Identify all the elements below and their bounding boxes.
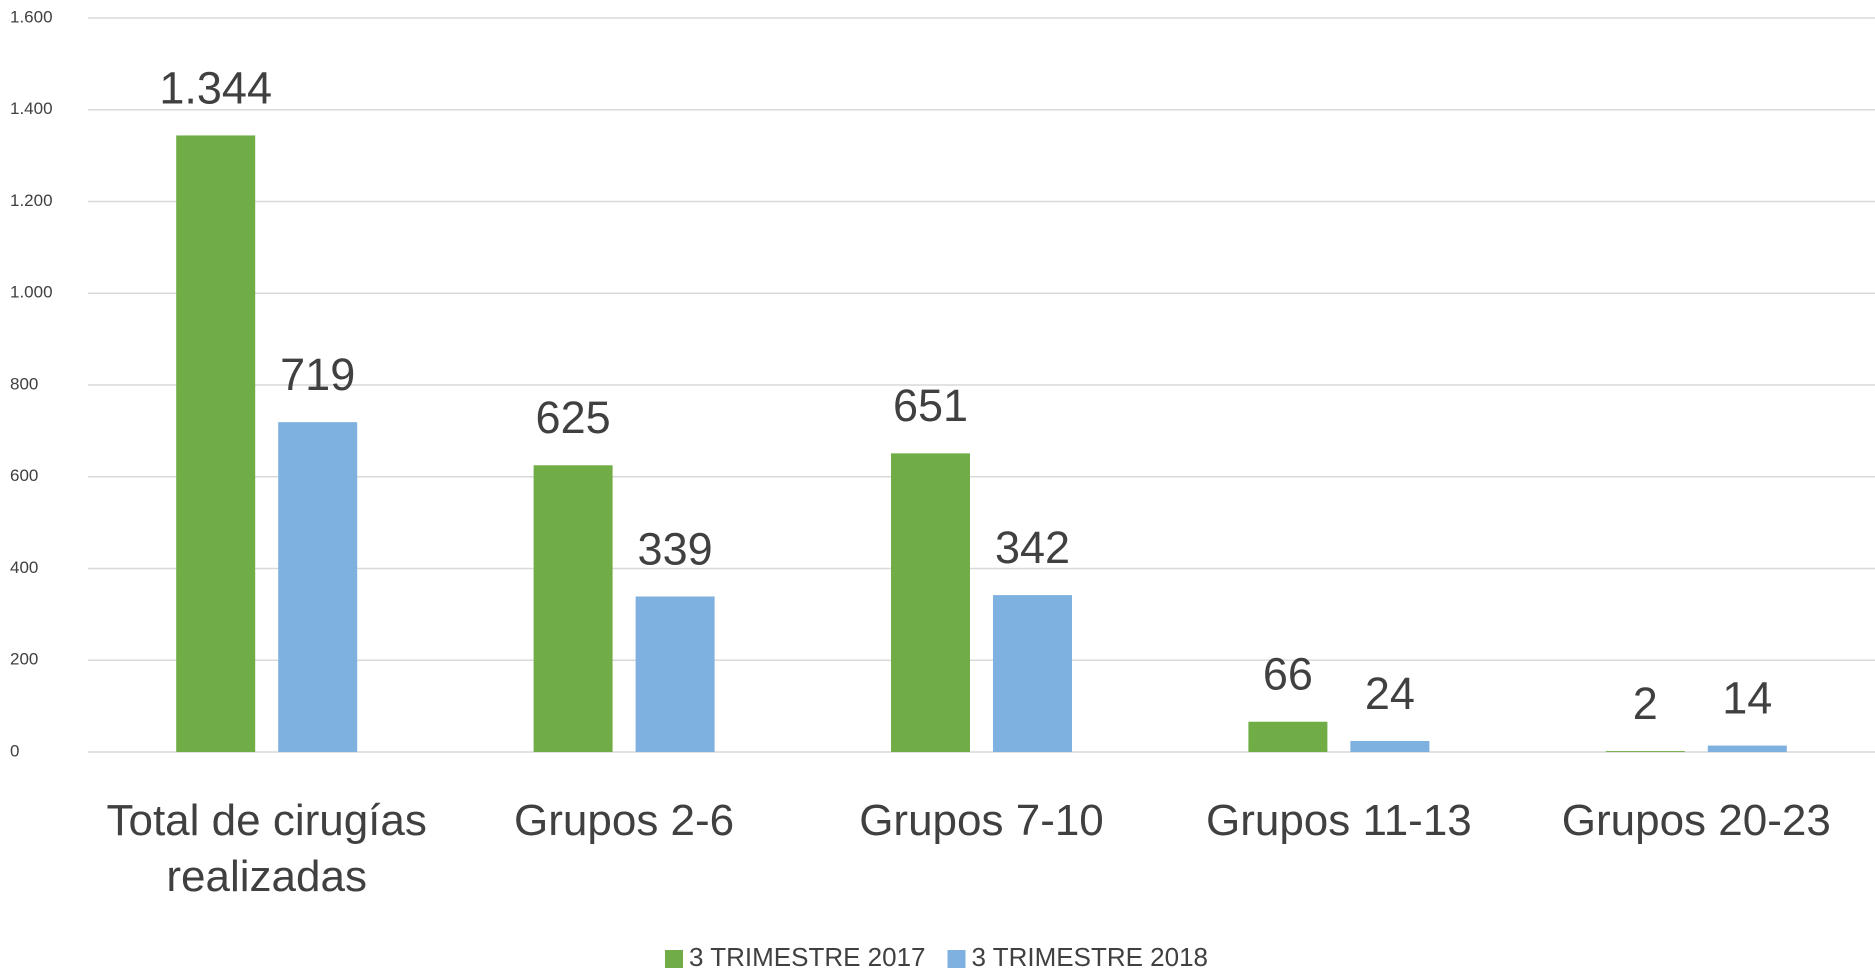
y-tick-label: 400 bbox=[10, 558, 38, 577]
y-tick-label: 1.000 bbox=[10, 283, 53, 302]
data-label: 24 bbox=[1365, 668, 1415, 719]
x-tick-label: Grupos 11-13 bbox=[1205, 796, 1472, 845]
x-tick-label: Total de cirugías realizadas bbox=[106, 796, 427, 901]
legend-swatch bbox=[947, 950, 966, 968]
x-tick-label: Grupos 20-23 bbox=[1561, 796, 1831, 845]
data-label: 1.344 bbox=[159, 62, 272, 113]
x-tick-label: Grupos 7-10 bbox=[859, 796, 1104, 845]
bar bbox=[1248, 721, 1328, 752]
bar bbox=[278, 422, 358, 752]
legend-label: 3 TRIMESTRE 2017 bbox=[689, 942, 926, 972]
data-label: 14 bbox=[1722, 672, 1772, 723]
data-label: 625 bbox=[536, 392, 611, 443]
data-label: 719 bbox=[280, 349, 355, 400]
bar bbox=[176, 135, 256, 752]
y-tick-label: 1.600 bbox=[10, 7, 53, 26]
y-tick-label: 600 bbox=[10, 466, 38, 485]
bar bbox=[1605, 751, 1685, 752]
data-label: 66 bbox=[1263, 649, 1313, 700]
y-tick-label: 0 bbox=[10, 741, 19, 760]
bar bbox=[1350, 740, 1430, 752]
y-tick-label: 800 bbox=[10, 374, 38, 393]
data-label: 651 bbox=[893, 380, 968, 431]
bar bbox=[891, 453, 970, 752]
legend-swatch bbox=[665, 950, 683, 968]
y-tick-label: 200 bbox=[10, 650, 38, 669]
data-label: 342 bbox=[995, 522, 1070, 573]
data-label: 339 bbox=[638, 523, 713, 574]
y-tick-label: 1.200 bbox=[10, 191, 53, 210]
legend-label: 3 TRIMESTRE 2018 bbox=[972, 942, 1209, 972]
bar bbox=[993, 595, 1072, 752]
y-tick-label: 1.400 bbox=[10, 99, 53, 118]
bar bbox=[533, 465, 613, 752]
x-tick-label: Grupos 2-6 bbox=[514, 796, 735, 845]
bar bbox=[1707, 745, 1787, 752]
data-label: 2 bbox=[1633, 678, 1658, 729]
bar bbox=[635, 596, 715, 752]
